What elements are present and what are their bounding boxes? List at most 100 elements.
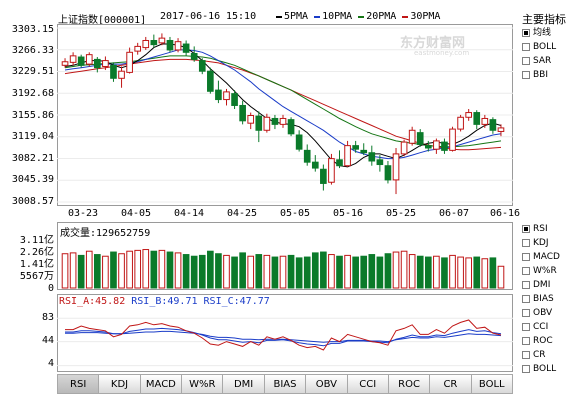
sub-option-bias[interactable]: BIAS <box>522 292 560 306</box>
checkbox[interactable] <box>522 43 530 51</box>
volume-bar <box>368 254 376 289</box>
volume-bar <box>166 251 174 289</box>
tab-macd[interactable]: MACD <box>140 374 183 394</box>
volume-axis-label: 3.11亿 <box>19 235 54 246</box>
tab-wr[interactable]: W%R <box>182 374 224 394</box>
volume-bar <box>102 255 109 289</box>
checkbox[interactable] <box>522 71 530 79</box>
ma30-line <box>64 58 502 151</box>
volume-bar <box>190 255 198 289</box>
ma20-label: 20PMA <box>366 11 397 22</box>
volume-bar <box>408 254 416 289</box>
price-axis-label: 3045.39 <box>11 174 54 185</box>
tab-bias[interactable]: BIAS <box>264 374 307 394</box>
date-axis-label: 03-23 <box>67 208 99 219</box>
price-axis-label: 3303.15 <box>11 24 54 35</box>
price-axis-label: 3119.04 <box>11 131 54 142</box>
volume-bar <box>465 257 472 289</box>
ma30-swatch <box>402 15 409 18</box>
checkbox[interactable] <box>522 365 530 373</box>
tab-obv[interactable]: OBV <box>306 374 348 394</box>
candle-body <box>449 128 456 151</box>
tab-kdj[interactable]: KDJ <box>99 374 141 394</box>
tab-cr[interactable]: CR <box>430 374 472 394</box>
rsi-axis-label: 44 <box>41 335 54 346</box>
indicator-tab-bar: RSI KDJ MACD W%R DMI BIAS OBV CCI ROC CR… <box>57 374 513 394</box>
sub-option-kdj[interactable]: KDJ <box>522 236 560 250</box>
tab-cci[interactable]: CCI <box>347 374 389 394</box>
ma30-label: 30PMA <box>410 11 441 22</box>
checkbox[interactable] <box>522 267 530 275</box>
option-label: CCI <box>533 321 549 332</box>
rsi-header: RSI_A:45.82 RSI_B:49.71 RSI_C:47.77 <box>59 296 270 307</box>
candle-body <box>239 104 246 122</box>
rsi-axis-label: 83 <box>41 312 54 323</box>
candle-body <box>142 39 150 49</box>
price-axis-label: 3266.33 <box>11 45 54 56</box>
main-indicator-list: 均线 BOLL SAR BBI <box>522 26 556 82</box>
tab-dmi[interactable]: DMI <box>223 374 265 394</box>
sub-option-macd[interactable]: MACD <box>522 250 560 264</box>
checkbox[interactable] <box>522 351 530 359</box>
sub-option-roc[interactable]: ROC <box>522 334 560 348</box>
volume-bar <box>311 252 319 289</box>
volume-bar <box>158 249 166 289</box>
checkbox[interactable] <box>522 29 530 37</box>
volume-bar <box>126 250 133 289</box>
sub-option-cci[interactable]: CCI <box>522 320 560 334</box>
sub-option-cr[interactable]: CR <box>522 348 560 362</box>
checkbox[interactable] <box>522 281 530 289</box>
volume-bar <box>118 253 125 289</box>
volume-bar <box>85 250 93 289</box>
volume-bar <box>198 254 206 289</box>
candle-body <box>489 119 497 131</box>
option-label: MACD <box>533 251 560 262</box>
volume-bar <box>215 253 222 289</box>
checkbox[interactable] <box>522 253 530 261</box>
rsi-chart <box>57 317 513 367</box>
sub-option-boll[interactable]: BOLL <box>522 362 560 376</box>
tab-rsi[interactable]: RSI <box>57 374 100 394</box>
checkbox[interactable] <box>522 295 530 303</box>
indicator-option-boll[interactable]: BOLL <box>522 40 556 54</box>
date-axis-label: 04-25 <box>226 208 258 219</box>
volume-bar <box>295 257 303 289</box>
tab-roc[interactable]: ROC <box>388 374 431 394</box>
volume-bar <box>303 256 311 289</box>
checkbox[interactable] <box>522 239 530 247</box>
rsi-a-label: RSI_A:45.82 <box>59 296 126 307</box>
indicator-option-sar[interactable]: SAR <box>522 54 556 68</box>
checkbox[interactable] <box>522 309 530 317</box>
candle-body <box>118 70 125 79</box>
candle-body <box>457 116 464 130</box>
date-axis-label: 04-14 <box>173 208 205 219</box>
volume-bar <box>231 256 238 289</box>
sub-option-rsi[interactable]: RSI <box>522 222 560 236</box>
tab-boll[interactable]: BOLL <box>471 374 513 394</box>
volume-bar <box>110 251 117 289</box>
indicator-option-bbi[interactable]: BBI <box>522 68 556 82</box>
volume-bar <box>489 257 497 289</box>
volume-bar <box>69 252 77 289</box>
volume-bar <box>457 256 464 289</box>
checkbox[interactable] <box>522 337 530 345</box>
volume-bar <box>424 256 432 289</box>
candle-body <box>424 145 432 149</box>
checkbox[interactable] <box>522 323 530 331</box>
sub-option-wr[interactable]: W%R <box>522 264 560 278</box>
side-panel-title: 主要指标 <box>522 13 566 26</box>
price-axis-label: 3229.51 <box>11 66 54 77</box>
sub-option-obv[interactable]: OBV <box>522 306 560 320</box>
sub-option-dmi[interactable]: DMI <box>522 278 560 292</box>
checkbox[interactable] <box>522 225 530 233</box>
option-label: RSI <box>533 223 548 234</box>
date-axis-label: 04-05 <box>120 208 152 219</box>
candle-body <box>126 51 133 73</box>
indicator-option-ma[interactable]: 均线 <box>522 26 556 40</box>
candle-body <box>392 153 400 181</box>
price-axis-label: 3082.21 <box>11 153 54 164</box>
volume-bar <box>360 255 368 289</box>
option-label: CR <box>533 349 546 360</box>
volume-bar <box>94 254 101 289</box>
checkbox[interactable] <box>522 57 530 65</box>
